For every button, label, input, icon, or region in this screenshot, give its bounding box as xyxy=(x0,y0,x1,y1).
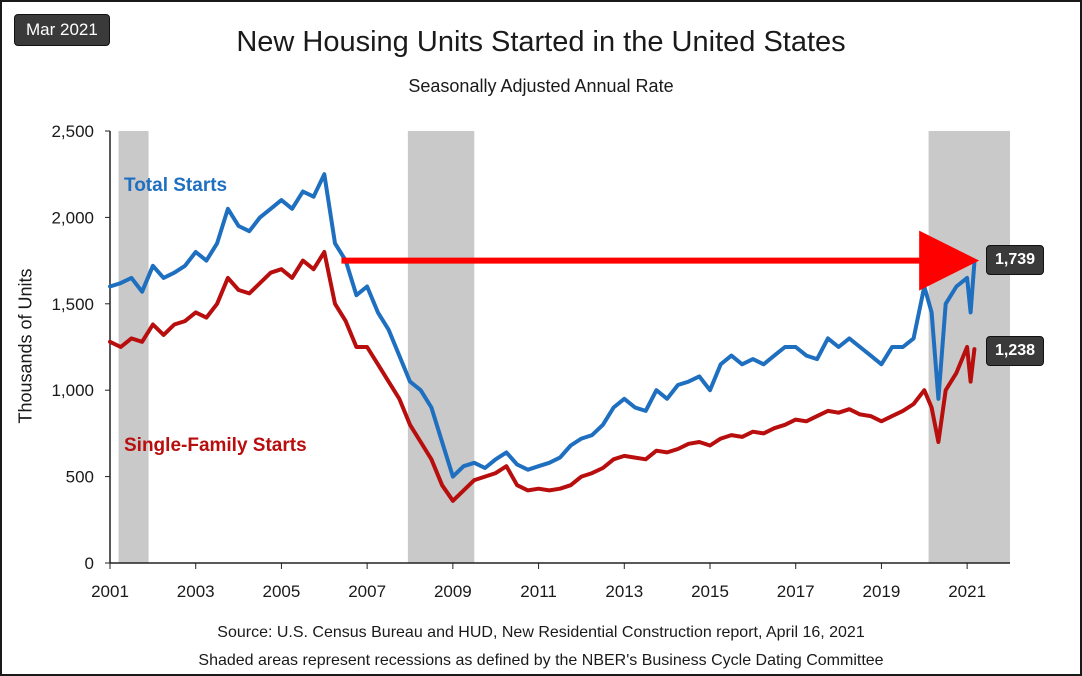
x-tick-label: 2019 xyxy=(863,582,901,601)
source-note: Source: U.S. Census Bureau and HUD, New … xyxy=(217,624,865,641)
series-line-total-starts xyxy=(108,172,977,479)
y-tick-label: 0 xyxy=(85,554,94,573)
x-tick-label: 2007 xyxy=(348,582,386,601)
x-tick-label: 2015 xyxy=(691,582,729,601)
chart-subtitle: Seasonally Adjusted Annual Rate xyxy=(408,76,674,96)
x-tick-label: 2013 xyxy=(605,582,643,601)
callout-single-family-starts: 1,238 xyxy=(986,336,1045,366)
x-tick-label: 2021 xyxy=(948,582,986,601)
recession-band-1 xyxy=(407,131,475,563)
y-tick-label: 2,500 xyxy=(51,122,94,141)
series-lines xyxy=(108,172,977,503)
x-tick-label: 2009 xyxy=(434,582,472,601)
y-tick-label: 1,000 xyxy=(51,381,94,400)
x-tick-label: 2003 xyxy=(177,582,215,601)
x-tick-label: 2001 xyxy=(91,582,129,601)
x-tick-label: 2017 xyxy=(777,582,815,601)
recession-shading xyxy=(118,131,1010,563)
y-tick-label: 500 xyxy=(66,468,94,487)
series-label-total-starts: Total Starts xyxy=(124,175,228,196)
chart-title: New Housing Units Started in the United … xyxy=(236,26,846,58)
axes: 0 500 1,000 1,500 2,000 2,500 2001 2003 2005 2007… xyxy=(51,122,1010,601)
recession-note: Shaded areas represent recessions as def… xyxy=(198,652,884,669)
y-tick-label: 2,000 xyxy=(51,208,94,227)
date-badge: Mar 2021 xyxy=(14,14,110,46)
series-line-single-family-starts xyxy=(108,250,977,503)
x-tick-label: 2005 xyxy=(263,582,301,601)
callout-total-starts: 1,739 xyxy=(986,245,1045,275)
x-tick-label: 2011 xyxy=(520,582,557,601)
series-label-single-family-starts: Single-Family Starts xyxy=(124,435,307,456)
y-tick-label: 1,500 xyxy=(51,295,94,314)
